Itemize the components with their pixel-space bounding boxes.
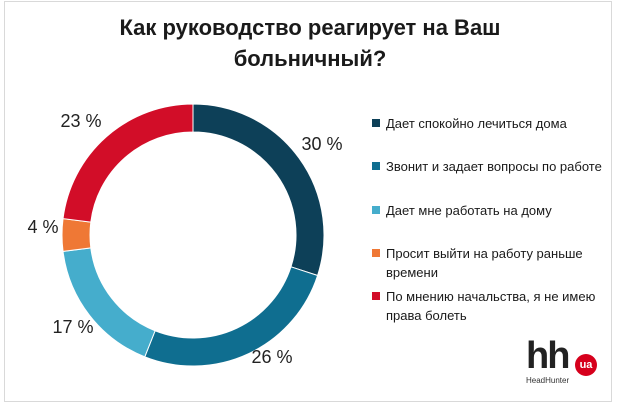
legend-label-remote: Дает мне работать на дому	[386, 203, 552, 218]
legend-item-calm: Дает спокойно лечиться дома	[372, 114, 567, 133]
legend-item-calls: Звонит и задает вопросы по работе	[372, 157, 602, 176]
value-label-calm: 30 %	[301, 134, 342, 154]
logo-badge: ua	[575, 354, 597, 376]
legend-swatch-no-sick	[372, 292, 380, 300]
slice-early	[61, 218, 92, 252]
slice-remote	[62, 247, 156, 358]
slice-no-sick	[62, 103, 194, 223]
legend-swatch-calm	[372, 119, 380, 127]
legend-item-early: Просит выйти на работу раньше времени	[372, 244, 583, 282]
logo-mark: hh	[526, 335, 570, 377]
value-label-early: 4 %	[27, 217, 58, 237]
legend-swatch-calls	[372, 162, 380, 170]
logo-caption: HeadHunter	[526, 376, 570, 385]
legend-label-no-sick: По мнению начальства, я не имею права бол…	[386, 289, 596, 323]
value-label-no-sick: 23 %	[60, 111, 101, 131]
slice-calm	[192, 103, 325, 277]
value-label-remote: 17 %	[52, 317, 93, 337]
headhunter-logo: hh ua HeadHunter	[523, 335, 603, 390]
legend-swatch-remote	[372, 206, 380, 214]
legend-swatch-early	[372, 249, 380, 257]
chart-title: Как руководство реагирует на Ваш больнич…	[119, 15, 501, 71]
value-label-calls: 26 %	[251, 347, 292, 367]
legend-item-remote: Дает мне работать на дому	[372, 201, 552, 220]
legend-item-no-sick: По мнению начальства, я не имею права бол…	[372, 287, 595, 325]
legend-label-calm: Дает спокойно лечиться дома	[386, 116, 567, 131]
legend-label-calls: Звонит и задает вопросы по работе	[386, 159, 602, 174]
legend-label-early: Просит выйти на работу раньше времени	[386, 246, 583, 280]
